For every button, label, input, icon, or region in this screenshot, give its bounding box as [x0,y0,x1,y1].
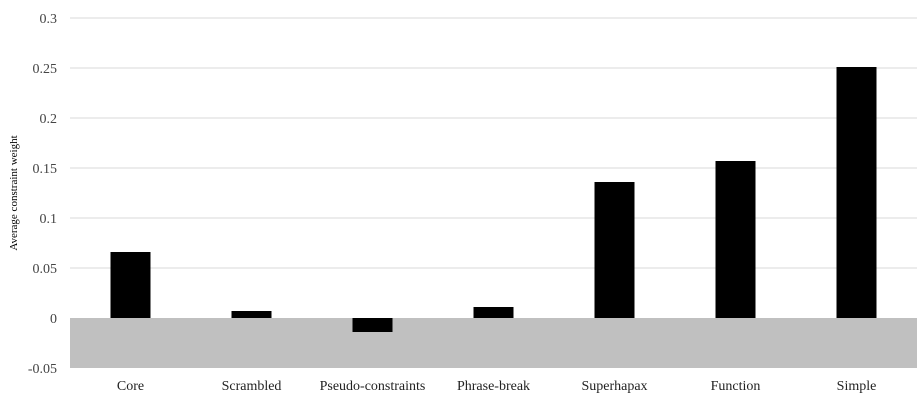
y-tick-label: 0.3 [40,12,58,27]
bar-superhapax [594,182,635,318]
negative-region [70,318,917,368]
bar-scrambled [231,311,272,318]
y-tick-label: 0.25 [33,62,58,77]
y-tick-label: 0 [50,312,57,327]
bar-function [715,161,756,318]
x-tick-label: Superhapax [581,379,647,394]
y-axis-label: Average constraint weight [8,135,20,250]
bar-core [110,252,151,318]
y-tick-label: -0.05 [28,362,57,377]
bar-pseudo-constraints [352,318,393,332]
x-axis-ticks: Core Scrambled Pseudo-constraints Phrase-br… [117,379,876,394]
gridlines [70,17,917,269]
y-tick-label: 0.2 [40,112,58,127]
x-tick-label: Function [711,379,761,394]
bar-simple [836,67,877,318]
y-axis-ticks: 0.3 0.25 0.2 0.15 0.1 0.05 0 -0.05 [28,12,57,377]
x-tick-label: Simple [837,379,877,394]
bar-phrase-break [473,307,514,318]
y-tick-label: 0.1 [40,212,58,227]
x-tick-label: Phrase-break [457,379,530,394]
y-tick-label: 0.15 [33,162,58,177]
x-tick-label: Pseudo-constraints [320,379,426,394]
y-tick-label: 0.05 [33,262,58,277]
x-tick-label: Scrambled [222,379,282,394]
x-tick-label: Core [117,379,144,394]
bars [110,67,877,332]
